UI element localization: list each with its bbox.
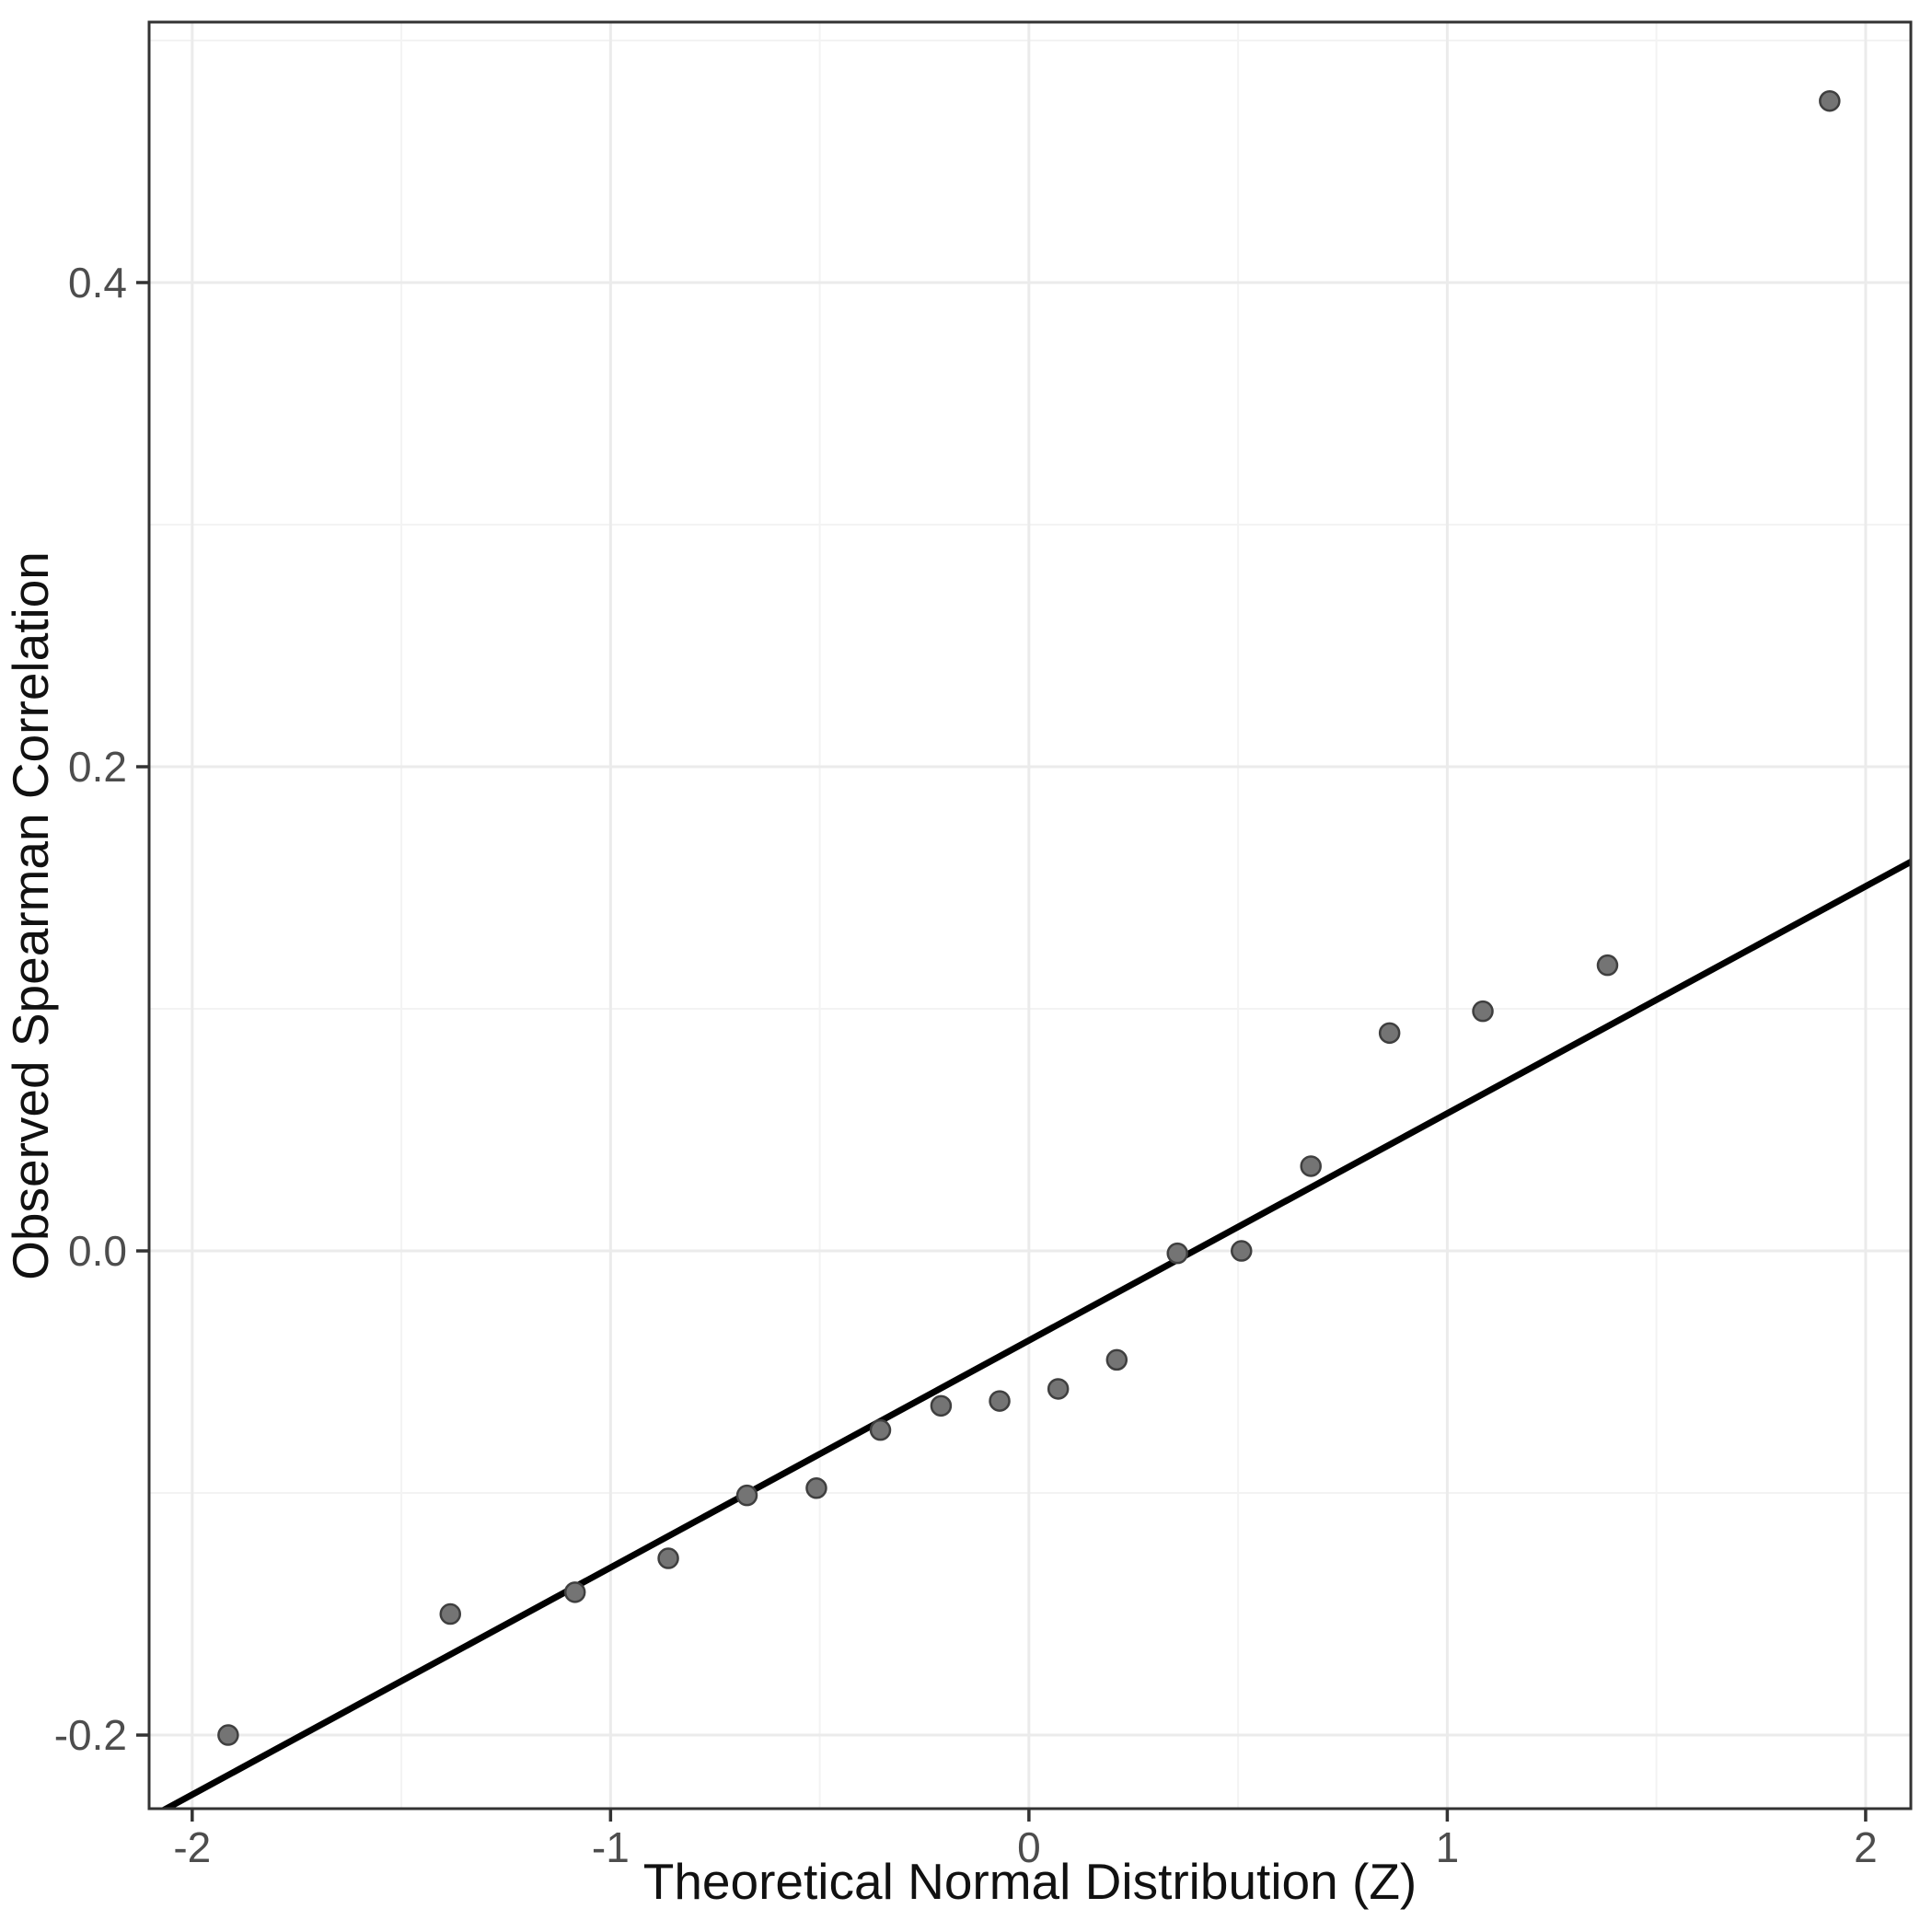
gridlines-major	[149, 22, 1911, 1809]
data-point	[930, 1394, 953, 1417]
data-point	[1300, 1155, 1322, 1177]
x-tick-label: 2	[1854, 1823, 1878, 1871]
qq-reference-line	[159, 858, 1911, 1809]
x-tick-label: 0	[1017, 1823, 1041, 1871]
data-point	[1378, 1022, 1401, 1045]
y-tick-label: 0.2	[68, 743, 127, 791]
x-tick-label: -1	[592, 1823, 630, 1871]
axis-tick-marks	[136, 281, 1868, 1822]
x-axis-tick-labels: -2 -1 0 1 2	[173, 1823, 1877, 1871]
y-tick-label: 0.4	[68, 259, 127, 307]
data-point	[1819, 89, 1841, 112]
data-point	[1231, 1240, 1253, 1262]
data-points-layer	[217, 89, 1841, 1746]
data-point	[1472, 1000, 1494, 1023]
data-point	[439, 1602, 462, 1625]
data-point	[217, 1724, 239, 1746]
y-axis-tick-labels: -0.2 0.0 0.2 0.4	[54, 259, 127, 1759]
data-point	[1166, 1242, 1188, 1265]
data-point	[989, 1390, 1011, 1412]
x-axis-title: Theoretical Normal Distribution (Z)	[643, 1853, 1417, 1910]
reference-line-layer	[159, 858, 1911, 1809]
x-tick-label: 1	[1436, 1823, 1460, 1871]
y-axis-title: Observed Spearman Correlation	[2, 551, 59, 1280]
data-point	[735, 1484, 758, 1507]
data-point	[563, 1581, 586, 1603]
x-tick-label: -2	[173, 1823, 211, 1871]
data-point	[869, 1418, 892, 1441]
data-point	[1596, 954, 1619, 977]
data-point	[805, 1477, 827, 1499]
y-tick-label: -0.2	[54, 1711, 127, 1759]
data-point	[1105, 1348, 1128, 1371]
data-point	[657, 1547, 679, 1569]
y-tick-label: 0.0	[68, 1227, 127, 1275]
data-point	[1047, 1378, 1070, 1400]
